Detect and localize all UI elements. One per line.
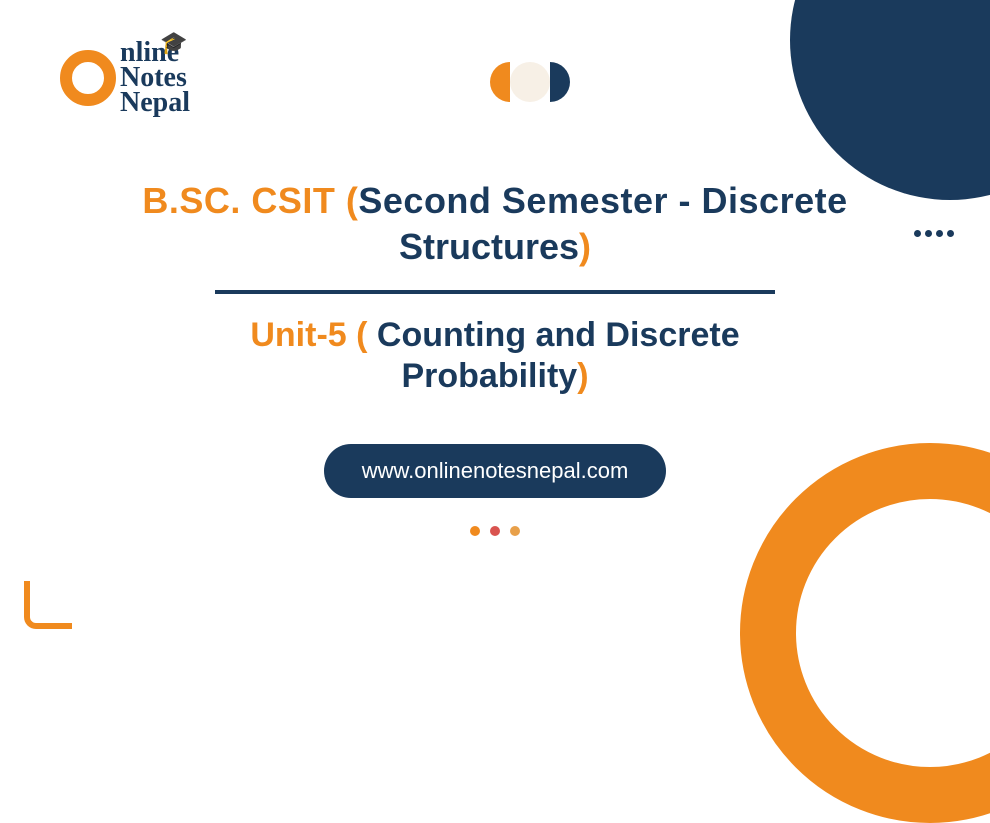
- dot-red-icon: [490, 526, 500, 536]
- course-title-line-1: B.SC. CSIT (Second Semester - Discrete: [0, 180, 990, 222]
- unit-topic-part2: Probability: [401, 357, 577, 395]
- dot-lightorange-icon: [510, 526, 520, 536]
- unit-paren-open: (: [356, 316, 377, 354]
- unit-title-line-1: Unit-5 ( Counting and Discrete: [0, 316, 990, 355]
- circle-cream-icon: [510, 62, 550, 102]
- unit-title-line-2: Probability): [0, 357, 990, 396]
- website-url-pill: www.onlinenotesnepal.com: [324, 444, 667, 498]
- title-dash: -: [668, 180, 702, 221]
- graduation-cap-icon: 🎓: [160, 30, 187, 56]
- title-subject-part1: Discrete: [702, 180, 848, 221]
- paren-close: ): [579, 226, 591, 267]
- paren-open: (: [346, 180, 359, 221]
- dot-orange-icon: [470, 526, 480, 536]
- corner-navy-circle: [790, 0, 990, 200]
- unit-topic-part1: Counting and Discrete: [377, 316, 740, 354]
- center-overlap-circles: [490, 62, 570, 102]
- logo-line-3: Nepal: [120, 90, 190, 115]
- decorative-three-dots: [0, 526, 990, 536]
- unit-label: Unit-5: [250, 316, 356, 354]
- course-title-line-2: Structures): [0, 226, 990, 268]
- unit-paren-close: ): [577, 357, 588, 395]
- title-subject-part2: Structures: [399, 226, 579, 267]
- logo-o-icon: [60, 50, 116, 106]
- title-divider: [215, 290, 775, 294]
- title-prefix: B.SC. CSIT: [142, 180, 346, 221]
- title-semester: Second Semester: [358, 180, 668, 221]
- corner-bracket-icon: [24, 581, 72, 629]
- main-content: B.SC. CSIT (Second Semester - Discrete S…: [0, 180, 990, 536]
